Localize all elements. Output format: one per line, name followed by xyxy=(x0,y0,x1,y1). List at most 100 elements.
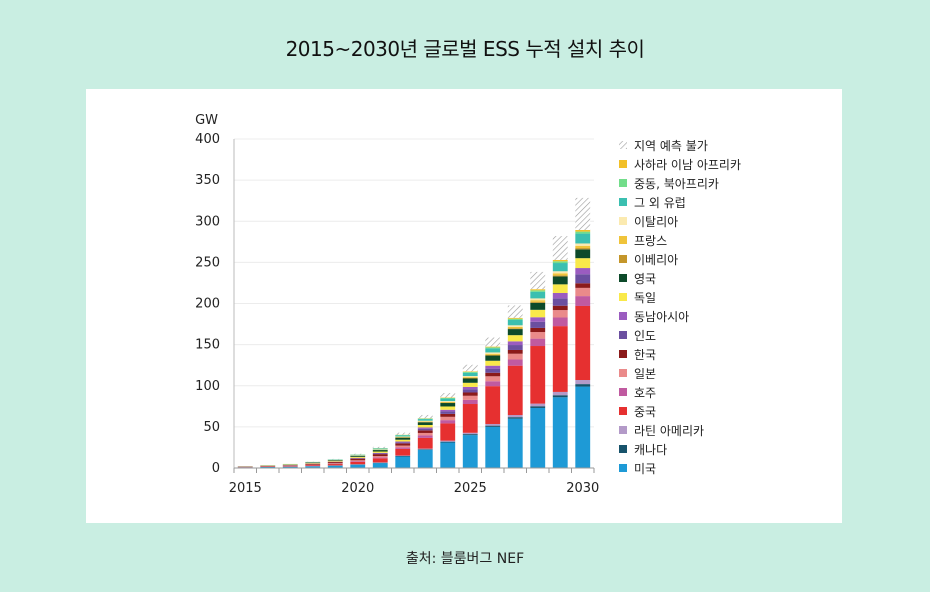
legend-label: 캐나다 xyxy=(634,443,667,457)
bar-segment-2018-0 xyxy=(305,466,321,468)
bar-segment-2028-15 xyxy=(530,290,546,292)
bar-segment-2022-9 xyxy=(395,439,411,442)
bar-segment-2026-17 xyxy=(485,337,501,347)
bar-segment-2024-9 xyxy=(440,406,456,410)
bar-segment-2023-12 xyxy=(417,421,433,422)
bar-segment-2029-10 xyxy=(552,276,568,285)
bar-segment-2026-8 xyxy=(485,365,501,369)
bar-stack-2019 xyxy=(327,458,343,468)
legend-item: 미국 xyxy=(619,462,656,476)
bar-segment-2019-0 xyxy=(327,465,343,468)
legend-swatch xyxy=(619,388,627,396)
bar-segment-2024-4 xyxy=(440,420,456,424)
bar-segment-2028-14 xyxy=(530,291,546,299)
bar-segment-2018-3 xyxy=(305,465,321,467)
bar-segment-2023-1 xyxy=(417,449,433,450)
bar-segment-2022-5 xyxy=(395,445,411,448)
bar-segment-2024-14 xyxy=(440,398,456,402)
y-tick-label: 300 xyxy=(195,214,220,229)
bar-segment-2017-0 xyxy=(282,466,298,468)
y-axis-label: GW xyxy=(195,113,218,128)
bar-segment-2021-0 xyxy=(372,463,388,468)
bar-segment-2028-12 xyxy=(530,300,546,302)
bar-segment-2026-12 xyxy=(485,353,501,355)
bar-segment-2026-9 xyxy=(485,360,501,366)
bar-segment-2021-3 xyxy=(372,458,388,463)
legend-item: 그 외 유럽 xyxy=(619,196,686,210)
bar-segment-2030-13 xyxy=(575,243,591,246)
bar-segment-2027-0 xyxy=(507,418,523,468)
legend-item: 동남아시아 xyxy=(619,310,689,324)
bar-segment-2024-0 xyxy=(440,442,456,468)
bar-segment-2027-14 xyxy=(507,319,523,326)
legend-label: 그 외 유럽 xyxy=(634,196,686,210)
bar-segment-2030-7 xyxy=(575,274,591,284)
legend-item: 프랑스 xyxy=(619,234,667,248)
bar-segment-2024-8 xyxy=(440,409,456,412)
bar-segment-2030-10 xyxy=(575,249,591,259)
legend-label: 이탈리아 xyxy=(634,215,678,229)
legend-swatch xyxy=(619,255,627,263)
bar-segment-2030-14 xyxy=(575,233,591,244)
bar-segment-2027-1 xyxy=(507,417,523,419)
bar-segment-2024-7 xyxy=(440,411,456,414)
bar-segment-2022-10 xyxy=(395,437,411,440)
legend-label: 영국 xyxy=(634,272,656,286)
bar-segment-2029-1 xyxy=(552,395,568,398)
chart-panel: 0 50 100 150 200 250 300 350 400 GW 2015 2020 2025 20… xyxy=(86,89,842,523)
legend-item: 지역 예측 불가 xyxy=(619,139,708,153)
y-tick-label: 200 xyxy=(195,297,220,312)
bar-segment-2027-3 xyxy=(507,365,523,416)
bar-segment-2029-7 xyxy=(552,298,568,306)
bar-segment-2028-4 xyxy=(530,338,546,347)
bar-segment-2021-4 xyxy=(372,457,388,459)
bar-segment-2024-10 xyxy=(440,403,456,407)
legend-item: 일본 xyxy=(619,367,656,381)
bar-segment-2027-13 xyxy=(507,325,523,327)
bar-segment-2024-13 xyxy=(440,401,456,402)
bar-segment-2025-9 xyxy=(462,382,478,387)
bar-segment-2030-11 xyxy=(575,248,591,250)
bar-segment-2030-15 xyxy=(575,231,591,234)
bar-segment-2030-9 xyxy=(575,258,591,269)
bar-segment-2019-6 xyxy=(327,462,343,464)
bar-segment-2021-10 xyxy=(372,450,388,452)
bar-segment-2029-15 xyxy=(552,261,568,264)
bar-segment-2025-6 xyxy=(462,392,478,396)
legend-label: 프랑스 xyxy=(634,234,667,248)
bar-segment-2025-2 xyxy=(462,432,478,435)
bar-segment-2026-16 xyxy=(485,346,501,348)
bar-segment-2029-12 xyxy=(552,273,568,276)
legend-swatch xyxy=(619,217,627,225)
y-tick-label: 50 xyxy=(203,420,220,435)
bar-segment-2027-17 xyxy=(507,305,523,318)
bar-segment-2027-9 xyxy=(507,335,523,342)
legend-label: 지역 예측 불가 xyxy=(634,139,708,153)
chart-title: 2015~2030년 글로벌 ESS 누적 설치 추이 xyxy=(285,37,645,61)
bar-segment-2026-14 xyxy=(485,348,501,353)
bar-segment-2029-16 xyxy=(552,259,568,262)
bar-segment-2020-9 xyxy=(350,456,366,458)
bar-segment-2020-0 xyxy=(350,464,366,468)
legend-label: 호주 xyxy=(634,386,656,400)
legend-label: 이베리아 xyxy=(634,253,678,267)
bar-segment-2022-17 xyxy=(395,432,411,435)
bar-segment-2027-2 xyxy=(507,415,523,418)
bar-stack-2023 xyxy=(417,414,433,468)
bar-segment-2029-3 xyxy=(552,326,568,392)
bar-segment-2026-1 xyxy=(485,425,501,427)
bar-segment-2025-14 xyxy=(462,372,478,377)
bar-stack-2025 xyxy=(462,364,478,468)
bar-segment-2022-3 xyxy=(395,448,411,456)
source-note: 출처: 블룸버그 NEF xyxy=(405,551,525,567)
bar-segment-2030-17 xyxy=(575,197,591,230)
bar-segment-2026-3 xyxy=(485,386,501,424)
bar-segment-2018-6 xyxy=(305,463,321,465)
legend-swatch xyxy=(619,141,627,149)
bar-segment-2028-0 xyxy=(530,407,546,468)
bar-segment-2028-6 xyxy=(530,327,546,333)
bar-segment-2021-5 xyxy=(372,456,388,458)
legend-label: 일본 xyxy=(634,367,656,381)
bar-segment-2024-1 xyxy=(440,441,456,443)
bar-segment-2022-6 xyxy=(395,443,411,446)
